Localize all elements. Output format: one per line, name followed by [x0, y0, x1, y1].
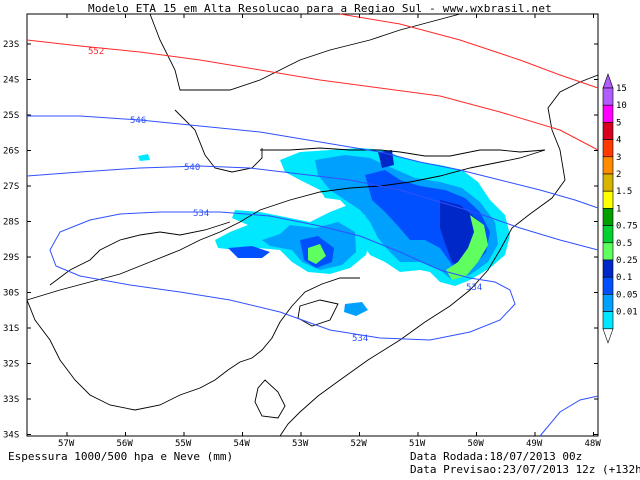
coastline-and-borders [26, 13, 599, 437]
contour-labels: 552 546 540 534 534 534 [88, 47, 482, 344]
colorbar-swatch [602, 139, 614, 158]
map-title: Modelo ETA 15 em Alta Resolucao para a R… [88, 2, 552, 15]
lon-label: 54W [234, 439, 251, 449]
colorbar-label: 1.5 [616, 187, 632, 197]
colorbar-swatch [602, 311, 614, 330]
contour-label-534-south: 534 [352, 334, 368, 344]
lat-label: 34S [3, 431, 19, 441]
lat-label: 32S [3, 360, 19, 370]
colorbar-swatch [602, 242, 614, 261]
colorbar-swatch [602, 225, 614, 244]
colorbar-label: 1 [616, 204, 621, 214]
colorbar-swatch [602, 294, 614, 312]
colorbar-label: 3 [616, 153, 621, 163]
colorbar-legend: 15 10 5 4 3 2 1.5 1 0.75 0.5 0.25 0.1 0.05 0.01 [602, 73, 638, 344]
footer-forecast-date: Data Previsao:23/07/2013 12z (+132h) [410, 463, 640, 476]
lat-label: 26S [3, 147, 19, 157]
lat-label: 25S [3, 111, 19, 121]
colorbar-swatch [602, 173, 614, 192]
colorbar-label: 0.01 [616, 308, 638, 318]
contour-label-552: 552 [88, 47, 104, 57]
contour-label-546: 546 [130, 116, 146, 126]
lat-label: 29S [3, 253, 19, 263]
colorbar-swatch [602, 87, 614, 106]
colorbar-swatch [602, 190, 614, 209]
colorbar-label: 5 [616, 118, 621, 128]
contour-label-534-east: 534 [466, 283, 482, 293]
lat-label: 23S [3, 40, 19, 50]
latitude-axis: 23S 24S 25S 26S 27S 28S 29S 30S 31S 32S 33S 34S [3, 40, 598, 441]
thickness-contours [26, 13, 599, 437]
lon-label: 50W [468, 439, 485, 449]
colorbar-label: 2 [616, 170, 621, 180]
lon-label: 52W [351, 439, 368, 449]
colorbar-top-arrow [602, 73, 614, 89]
lat-label: 33S [3, 395, 19, 405]
lat-label: 28S [3, 218, 19, 228]
lon-label: 57W [58, 439, 75, 449]
lat-label: 27S [3, 182, 19, 192]
lon-label: 56W [117, 439, 134, 449]
lat-label: 30S [3, 289, 19, 299]
colorbar-label: 0.25 [616, 256, 638, 266]
colorbar-label: 0.5 [616, 239, 632, 249]
colorbar-swatch [602, 156, 614, 175]
colorbar-label: 0.75 [616, 222, 638, 232]
lat-label: 24S [3, 76, 19, 86]
colorbar-swatch [602, 259, 614, 278]
lon-label: 55W [175, 439, 192, 449]
colorbar-bottom-arrow [602, 328, 614, 344]
lon-label: 53W [292, 439, 309, 449]
colorbar-swatch [602, 104, 614, 123]
lat-label: 31S [3, 324, 19, 334]
precipitation-areas [138, 148, 510, 316]
contour-label-540: 540 [184, 163, 200, 173]
footer-variable-label: Espessura 1000/500 hpa e Neve (mm) [8, 450, 234, 463]
lon-label: 48W [585, 439, 602, 449]
colorbar-swatch [602, 276, 614, 295]
longitude-axis: 57W 56W 55W 54W 53W 52W 51W 50W 49W 48W [58, 14, 601, 449]
lon-label: 51W [409, 439, 426, 449]
colorbar-label: 4 [616, 136, 621, 146]
colorbar-label: 0.05 [616, 290, 638, 300]
colorbar-label: 15 [616, 84, 627, 94]
colorbar-label: 10 [616, 101, 627, 111]
lon-label: 49W [526, 439, 543, 449]
colorbar-swatch [602, 208, 614, 226]
contour-label-534-west: 534 [193, 209, 209, 219]
footer-run-date: Data Rodada:18/07/2013 00z [410, 450, 583, 463]
colorbar-label: 0.1 [616, 273, 632, 283]
colorbar-swatch [602, 122, 614, 140]
